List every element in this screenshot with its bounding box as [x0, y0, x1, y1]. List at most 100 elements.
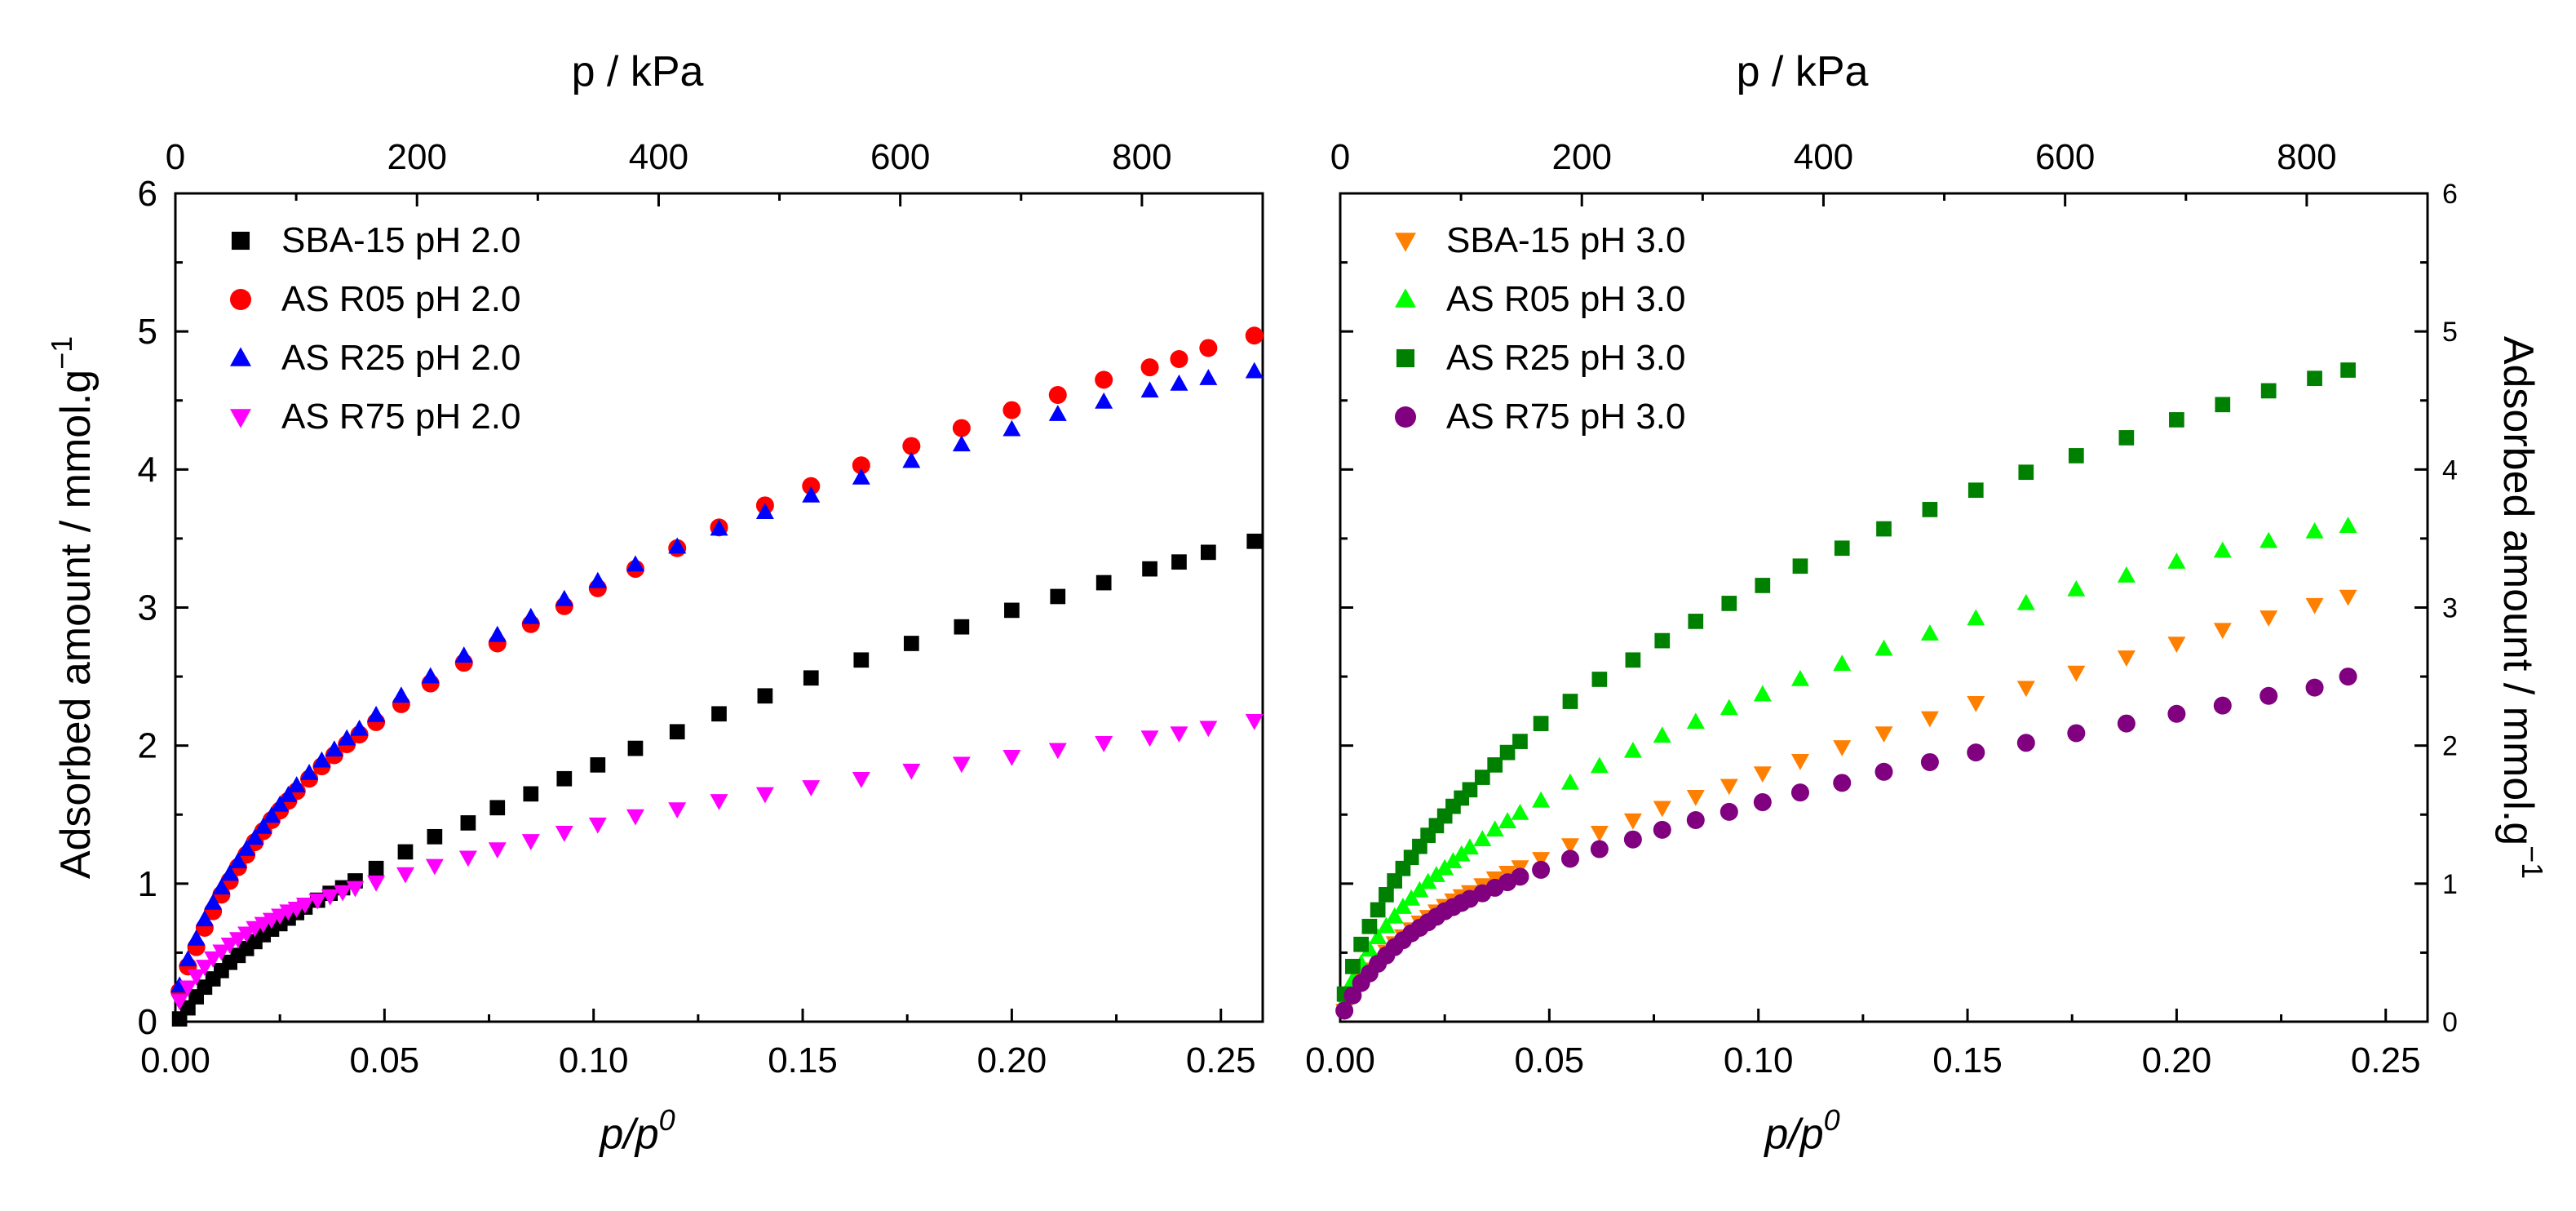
data-point: [1688, 614, 1704, 629]
legend-label: AS R25 pH 3.0: [1446, 338, 1686, 378]
data-point: [1874, 762, 1893, 781]
data-point: [852, 772, 870, 788]
data-point: [308, 893, 327, 910]
x-tick-label: 0.15: [768, 1040, 838, 1080]
data-point: [1512, 734, 1528, 749]
data-point: [2169, 412, 2184, 428]
data-point: [626, 555, 644, 572]
data-point: [2067, 665, 2086, 682]
data-point: [1623, 813, 1642, 830]
data-point: [757, 688, 773, 704]
data-point: [204, 951, 223, 968]
x2-tick-label: 200: [387, 137, 447, 177]
data-point: [1473, 830, 1492, 846]
data-point: [1833, 654, 1852, 672]
data-point: [1874, 639, 1893, 656]
data-point: [228, 852, 247, 869]
data-point: [1095, 392, 1113, 409]
data-point: [1095, 574, 1112, 591]
x-tick-label: 0.20: [2142, 1040, 2212, 1080]
data-point: [1790, 754, 1809, 770]
data-point: [626, 809, 644, 826]
data-point: [1487, 757, 1503, 773]
data-point: [1436, 858, 1454, 876]
data-point: [1393, 898, 1412, 914]
data-point: [2213, 623, 2232, 640]
data-point: [212, 878, 231, 895]
data-point: [902, 763, 921, 780]
x2-axis-title: p / kPa: [1737, 48, 1869, 95]
data-point: [179, 980, 197, 997]
data-point: [853, 652, 870, 668]
data-point: [2213, 541, 2232, 558]
series-3: [1335, 668, 2357, 1020]
data-point: [1245, 713, 1264, 730]
x-tick-label: 0.15: [1932, 1040, 2003, 1080]
data-point: [2340, 362, 2356, 378]
legend-label: AS R05 pH 2.0: [281, 279, 521, 319]
data-point: [2305, 678, 2324, 697]
y-axis-title-base: Adsorbed amount / mmol.g: [2494, 336, 2542, 845]
data-point: [2016, 593, 2035, 610]
data-point: [1874, 726, 1893, 743]
data-point: [488, 625, 507, 642]
data-point: [1410, 881, 1429, 898]
data-point: [1967, 695, 1985, 712]
data-point: [1385, 907, 1404, 924]
data-point: [179, 950, 197, 967]
data-point: [521, 834, 540, 850]
data-point: [1499, 744, 1516, 761]
legend-marker: [1395, 233, 1416, 252]
y-tick-label: 4: [2442, 455, 2458, 486]
data-point: [1419, 872, 1437, 889]
data-point: [1402, 889, 1421, 906]
x2-tick-label: 400: [1794, 137, 1853, 177]
x-axis-title-base: p/p: [1763, 1111, 1823, 1158]
data-point: [2117, 714, 2136, 733]
data-point: [2117, 650, 2136, 667]
data-point: [1170, 350, 1188, 368]
data-point: [852, 468, 870, 485]
data-point: [425, 858, 444, 876]
data-point: [2260, 383, 2277, 399]
y-tick-label: 0: [138, 1002, 157, 1042]
data-point: [1095, 370, 1113, 389]
data-point: [1050, 588, 1066, 605]
x-tick-label: 0.00: [1305, 1040, 1375, 1080]
legend-marker: [1396, 348, 1415, 368]
data-point: [1485, 820, 1504, 837]
data-point: [755, 787, 774, 804]
data-point: [803, 670, 819, 686]
data-point: [952, 435, 971, 452]
data-point: [2068, 448, 2084, 464]
data-point: [1753, 766, 1772, 783]
x2-tick-label: 600: [870, 137, 930, 177]
data-point: [1201, 544, 1216, 561]
x-tick-label: 0.05: [1515, 1040, 1585, 1080]
data-point: [220, 938, 239, 954]
x-tick-label: 0.10: [1724, 1040, 1794, 1080]
data-point: [195, 960, 214, 976]
data-point: [903, 636, 919, 651]
data-point: [1048, 405, 1067, 421]
data-point: [1460, 838, 1479, 855]
data-point: [852, 456, 870, 475]
data-point: [952, 419, 971, 437]
data-point: [1922, 502, 1938, 517]
data-point: [1720, 699, 1738, 716]
data-point: [1377, 916, 1396, 934]
data-point: [1532, 852, 1551, 868]
data-point: [325, 740, 343, 756]
y-axis-title: Adsorbed amount / mmol.g−1: [2494, 336, 2549, 879]
data-point: [2339, 517, 2357, 533]
y-axis-title: Adsorbed amount / mmol.g−1: [45, 336, 100, 879]
data-point: [2339, 589, 2357, 606]
data-point: [1245, 362, 1264, 379]
data-point: [334, 885, 352, 902]
data-point: [1245, 326, 1264, 345]
data-point: [1653, 726, 1671, 743]
data-point: [2167, 704, 2186, 723]
data-point: [1199, 721, 1218, 738]
data-point: [588, 817, 607, 834]
data-point: [1533, 716, 1549, 731]
